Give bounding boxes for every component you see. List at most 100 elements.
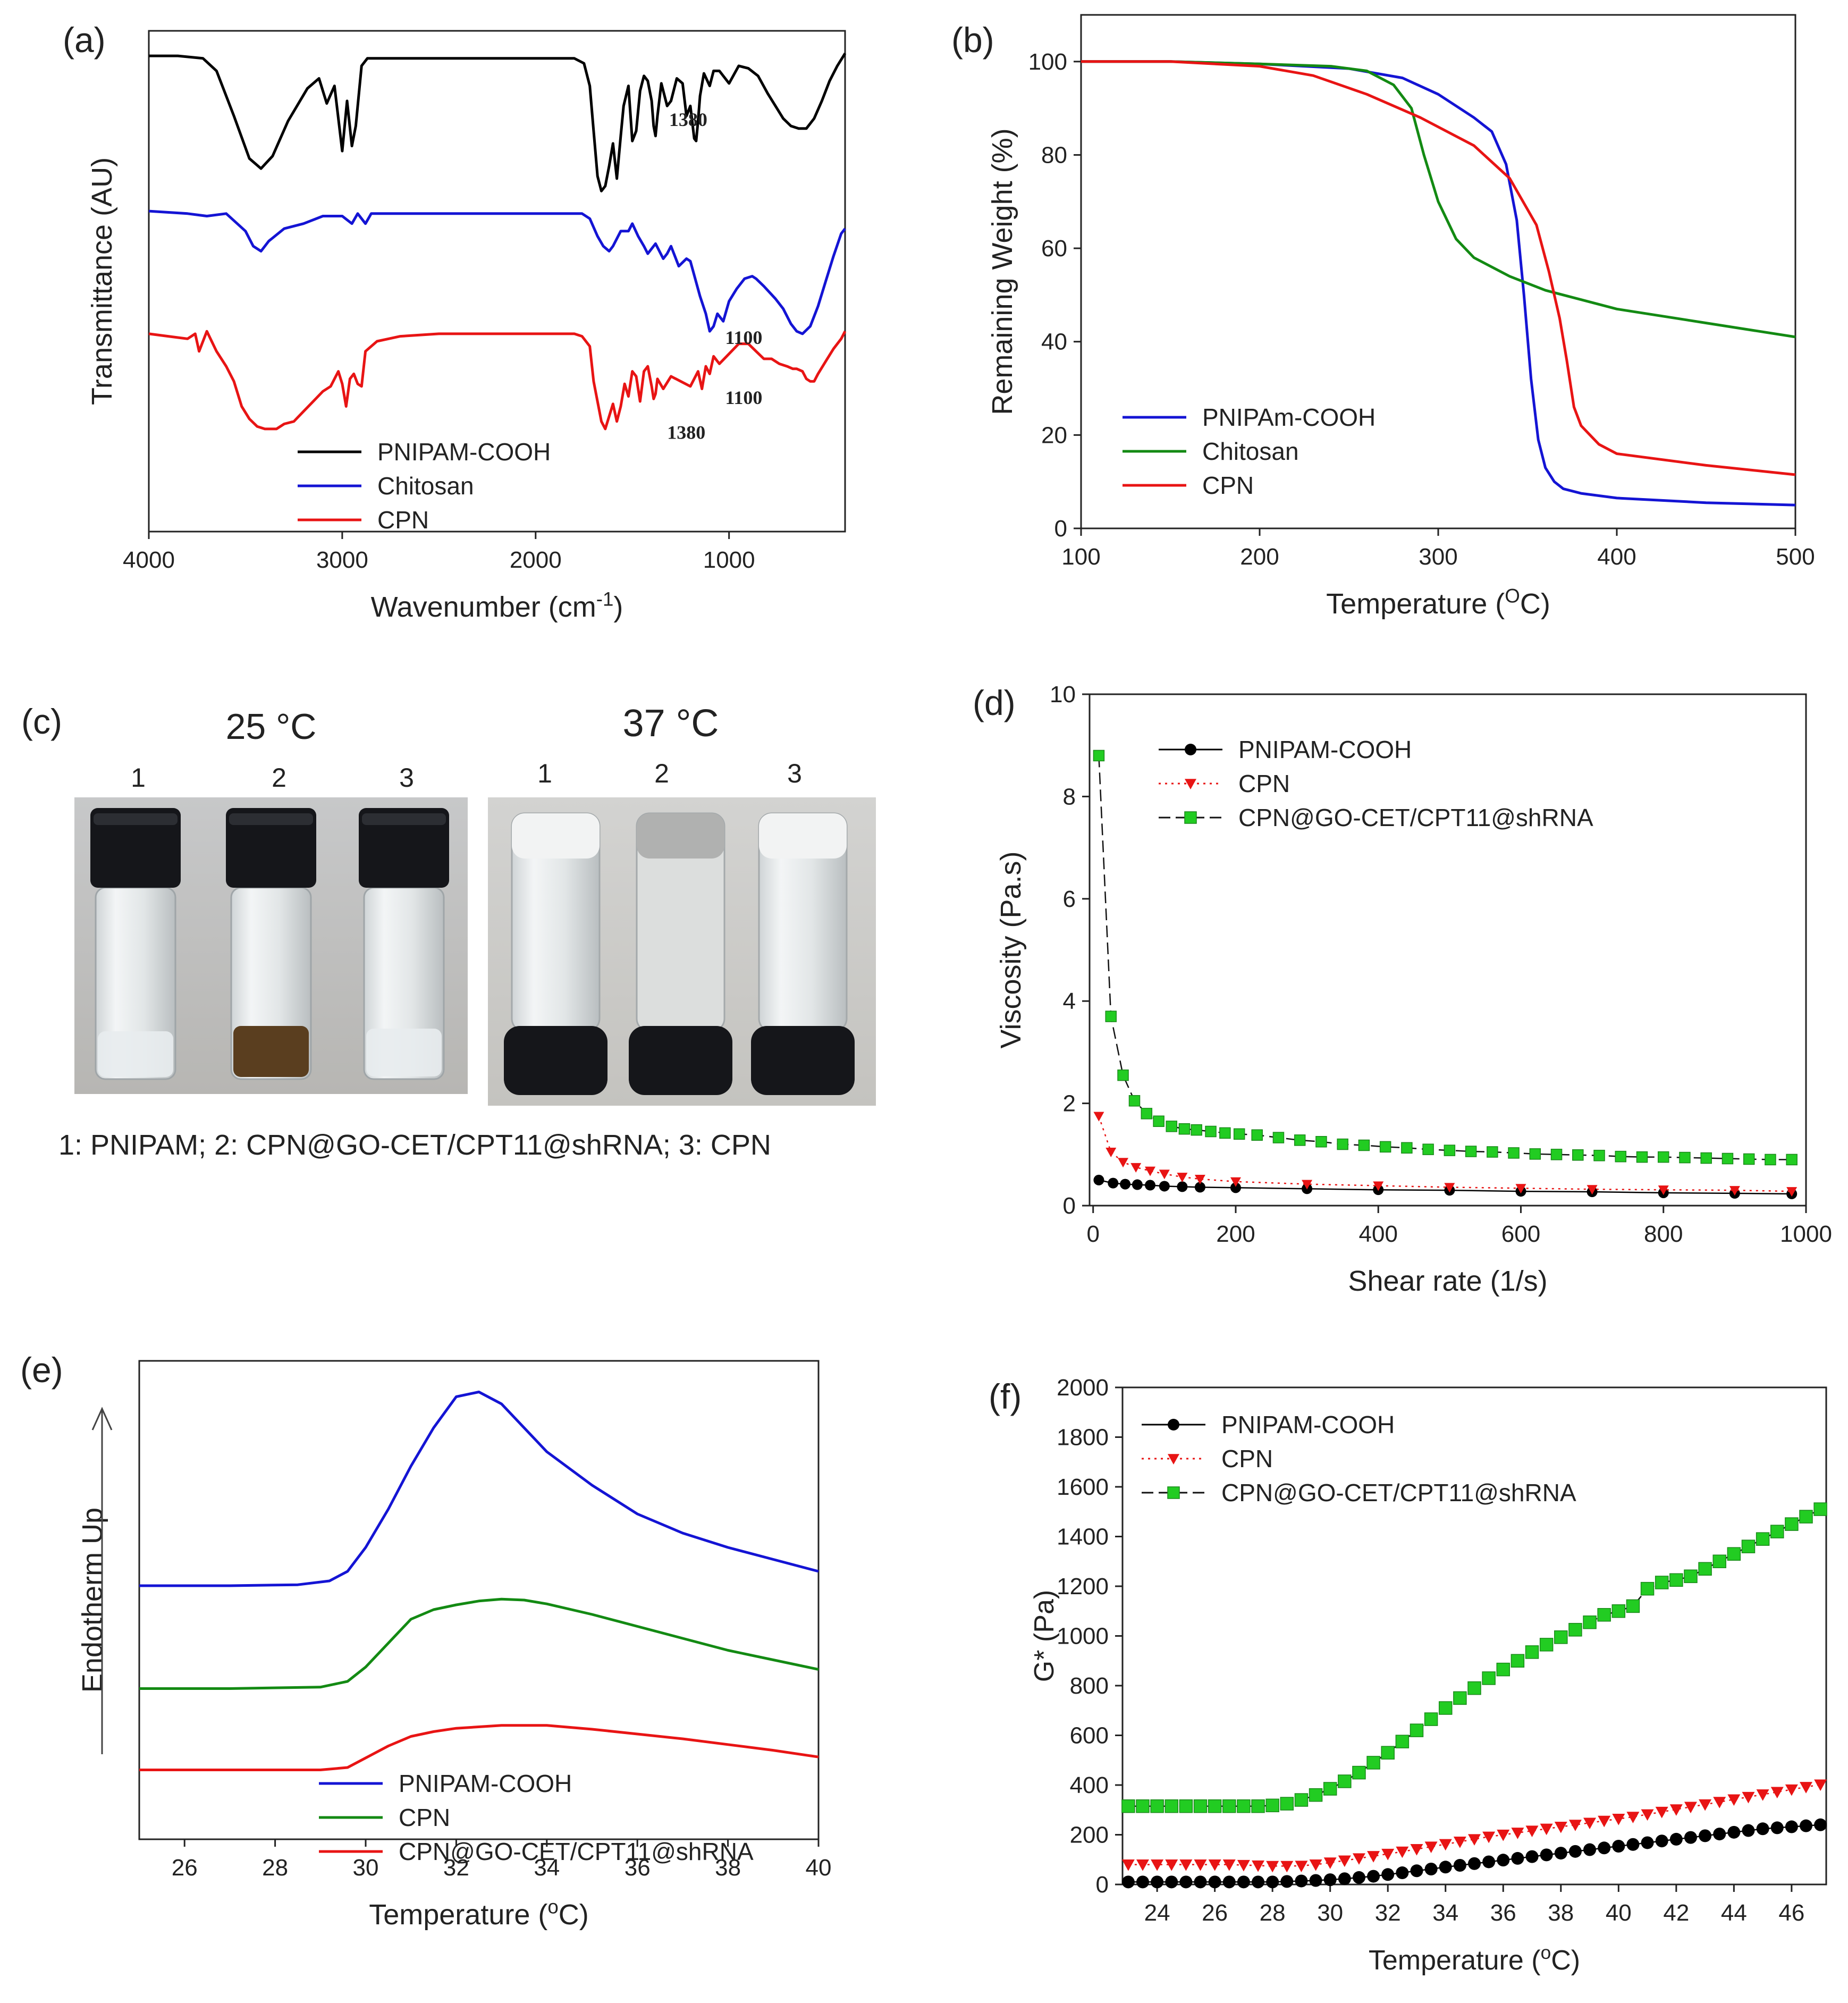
series-connector — [1128, 1508, 1821, 1807]
series-connector — [1128, 1783, 1821, 1867]
data-point — [1352, 1871, 1365, 1884]
y-tick-label: 1600 — [1057, 1474, 1109, 1500]
data-point — [1515, 1184, 1526, 1194]
x-axis-label: Temperature (oC) — [369, 1896, 589, 1931]
legend-label: CPN@GO-CET/CPT11@shRNA — [399, 1838, 754, 1865]
panel-label: (f) — [989, 1377, 1022, 1416]
data-point — [1338, 1774, 1352, 1788]
legend-entry: CPN@GO-CET/CPT11@shRNA — [319, 1838, 754, 1865]
data-point — [1598, 1841, 1611, 1855]
data-point — [1130, 1163, 1142, 1173]
data-point — [1539, 1638, 1554, 1652]
y-tick-label: 600 — [1070, 1723, 1109, 1749]
series-CPN — [139, 1597, 819, 1690]
data-point — [1136, 1799, 1150, 1813]
legend-label: CPN — [1238, 770, 1290, 797]
data-point — [1424, 1863, 1438, 1876]
data-point — [1658, 1185, 1669, 1196]
data-point — [1813, 1502, 1827, 1516]
data-point — [1626, 1838, 1640, 1851]
series-CPN — [1081, 60, 1796, 476]
x-axis-label: Shear rate (1/s) — [1348, 1265, 1547, 1297]
data-point — [1713, 1797, 1726, 1808]
y-tick-label: 1800 — [1057, 1425, 1109, 1451]
series-CPN@GO-CET/CPT11@shRNA — [1121, 1502, 1827, 1813]
vial-3-37c — [751, 812, 855, 1095]
data-point — [1151, 1859, 1164, 1871]
legend-entry: CPN — [1159, 770, 1290, 797]
data-point — [1117, 1069, 1129, 1081]
vial-number: 1 — [537, 759, 552, 788]
y-axis-label: Viscosity (Pa.s) — [995, 851, 1027, 1048]
data-point — [1700, 1152, 1712, 1164]
data-point — [1108, 1177, 1119, 1189]
data-point — [1511, 1851, 1524, 1865]
data-point — [1338, 1872, 1351, 1886]
x-tick-label: 26 — [1202, 1900, 1228, 1926]
data-point — [1132, 1179, 1143, 1190]
data-point — [1626, 1599, 1640, 1613]
data-point — [1272, 1132, 1285, 1143]
data-point — [1302, 1180, 1313, 1190]
legend-label: PNIPAM-COOH — [1238, 736, 1412, 763]
x-tick-label: 40 — [1606, 1900, 1632, 1926]
data-point — [1179, 1799, 1193, 1813]
legend-entry: CPN@GO-CET/CPT11@shRNA — [1142, 1479, 1576, 1507]
data-point — [1128, 1095, 1141, 1107]
series-line — [139, 1724, 819, 1771]
legend-entry: PNIPAM-COOH — [319, 1770, 572, 1797]
x-tick-label: 44 — [1721, 1900, 1747, 1926]
plot-frame — [148, 30, 846, 533]
data-point — [1145, 1180, 1156, 1191]
data-point — [1379, 1141, 1391, 1153]
y-tick-label: 2 — [1063, 1091, 1076, 1117]
data-point — [1698, 1562, 1712, 1576]
data-point — [1669, 1804, 1683, 1816]
data-point — [1266, 1861, 1279, 1873]
data-point — [1165, 1875, 1178, 1889]
data-point — [1194, 1174, 1205, 1184]
data-point — [1381, 1746, 1395, 1760]
series-CPN@GO-CET/CPT11@shRNA — [139, 1724, 819, 1771]
data-point — [1153, 1115, 1165, 1127]
data-point — [1587, 1185, 1598, 1195]
legend-entry: Chitosan — [1123, 437, 1299, 465]
data-point — [1572, 1149, 1584, 1161]
data-point — [1799, 1510, 1813, 1524]
data-point — [1251, 1129, 1263, 1141]
x-tick-label: 36 — [625, 1855, 651, 1881]
data-point — [1294, 1134, 1306, 1146]
data-point — [1366, 1756, 1380, 1770]
data-point — [1323, 1857, 1337, 1869]
series-CPN — [1093, 1112, 1798, 1197]
legend-entry: PNIPAM-COOH — [1142, 1411, 1395, 1438]
data-point — [1179, 1859, 1193, 1871]
legend-label: CPN@GO-CET/CPT11@shRNA — [1221, 1479, 1576, 1507]
data-point — [1611, 1604, 1626, 1618]
legend-label: CPN — [377, 506, 429, 534]
y-tick-label: 40 — [1041, 329, 1067, 355]
x-tick-label: 34 — [534, 1855, 560, 1881]
x-tick-label: 3000 — [316, 547, 368, 573]
data-point — [1554, 1630, 1568, 1644]
data-point — [1657, 1151, 1669, 1163]
data-point — [1338, 1855, 1351, 1867]
data-point — [1814, 1779, 1827, 1791]
x-tick-label: 34 — [1432, 1900, 1458, 1926]
data-point — [1222, 1799, 1236, 1813]
data-point — [1337, 1138, 1348, 1150]
data-point — [1800, 1819, 1813, 1832]
data-point — [1295, 1874, 1308, 1888]
data-point — [1222, 1875, 1236, 1889]
data-point — [1636, 1151, 1648, 1163]
data-point — [1237, 1875, 1250, 1889]
data-point — [1410, 1864, 1423, 1878]
data-point — [1597, 1608, 1611, 1622]
data-point — [1177, 1173, 1188, 1183]
data-point — [1727, 1794, 1741, 1806]
data-point — [1800, 1782, 1813, 1794]
data-point — [1641, 1809, 1654, 1821]
y-tick-label: 1200 — [1057, 1573, 1109, 1600]
data-point — [1742, 1824, 1755, 1837]
vial-number: 3 — [399, 763, 414, 793]
